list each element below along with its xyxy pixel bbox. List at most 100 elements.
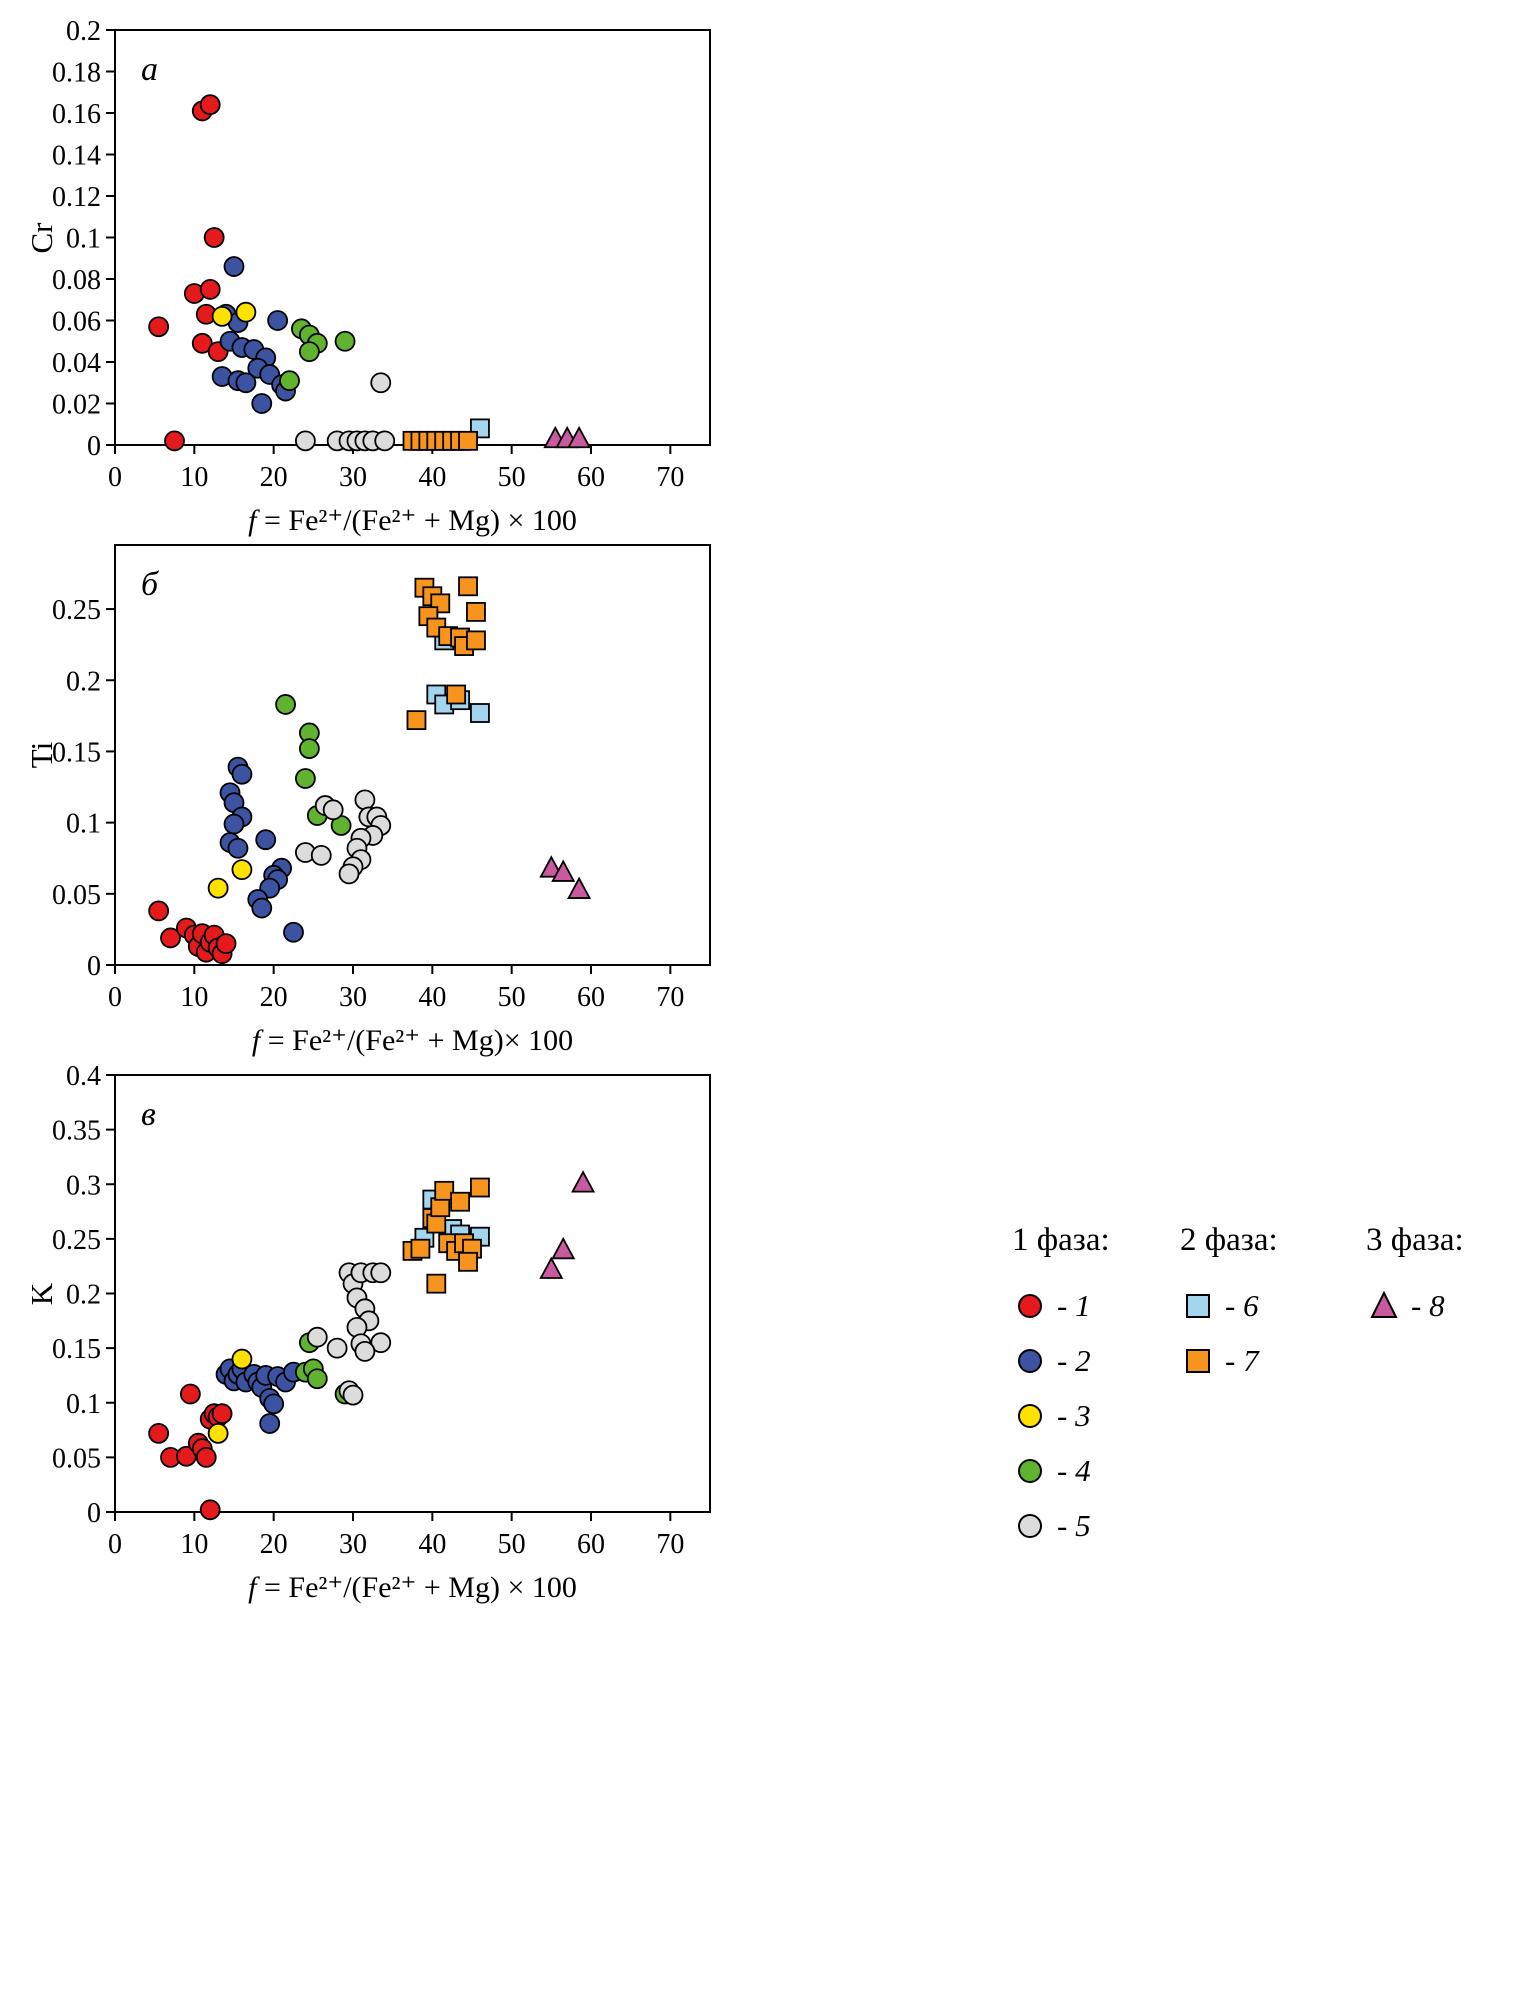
data-point-series-8 bbox=[539, 1256, 564, 1279]
x-axis-label-rest: = Fe²⁺/(Fe²⁺ + Mg)× 100 bbox=[260, 1024, 574, 1057]
y-tick-label: 0.18 bbox=[52, 58, 101, 89]
x-axis-label-rest: = Fe²⁺/(Fe²⁺ + Mg) × 100 bbox=[256, 1571, 577, 1604]
x-tick-label: 10 bbox=[180, 1529, 208, 1560]
data-point-series-3 bbox=[235, 301, 257, 323]
legend-item-2: - 2 bbox=[1012, 1333, 1180, 1388]
data-point-series-1 bbox=[199, 1499, 221, 1521]
y-tick-label: 0.1 bbox=[66, 224, 101, 255]
data-point-series-1 bbox=[148, 316, 170, 338]
data-point-series-5 bbox=[326, 1337, 348, 1359]
blue-circle-icon bbox=[1018, 1348, 1042, 1373]
legend-item-label: - 5 bbox=[1057, 1507, 1091, 1543]
chart-v-y-axis-label: K bbox=[24, 1282, 59, 1305]
y-tick-label: 0.25 bbox=[52, 595, 101, 626]
magenta-triangle bbox=[1370, 1290, 1398, 1318]
chart-b-plot: 0 10 20 30 40 50 60 70 0 0.05 0.1 0.15 0.2 0.25 б bbox=[52, 544, 711, 1013]
data-point-series-5 bbox=[310, 844, 332, 866]
yellow-circle-icon bbox=[1018, 1403, 1042, 1428]
data-point-series-3 bbox=[231, 1348, 253, 1370]
lightblue-square bbox=[1186, 1293, 1210, 1318]
legend-group-title: 3 фаза: bbox=[1366, 1222, 1464, 1258]
legend-group-3: 3 фаза: - 8 bbox=[1366, 1222, 1516, 1553]
y-tick-label: 0.16 bbox=[52, 99, 101, 130]
data-point-series-2 bbox=[259, 1413, 281, 1434]
x-tick-label: 70 bbox=[656, 1529, 684, 1560]
x-tick-label: 20 bbox=[260, 462, 288, 493]
y-tick-label: 0.05 bbox=[52, 880, 101, 911]
legend-group-title: 2 фаза: bbox=[1180, 1222, 1278, 1258]
data-point-series-7 bbox=[466, 602, 486, 622]
x-axis-label-f: f bbox=[248, 504, 257, 537]
data-point-series-4 bbox=[275, 694, 296, 715]
data-point-series-4 bbox=[334, 330, 356, 352]
data-point-series-2 bbox=[283, 921, 304, 943]
legend-group-2: 2 фаза: - 6 - 7 bbox=[1180, 1222, 1366, 1553]
legend-item-label: - 2 bbox=[1057, 1342, 1091, 1378]
x-tick-label: 60 bbox=[577, 1529, 605, 1560]
x-axis-label-f: f bbox=[251, 1024, 261, 1057]
data-point-series-2 bbox=[251, 897, 273, 919]
legend-item-4: - 4 bbox=[1012, 1443, 1180, 1498]
data-point-series-5 bbox=[342, 1384, 364, 1406]
y-tick-label: 0.08 bbox=[52, 265, 101, 296]
red-circle-icon bbox=[1018, 1293, 1042, 1318]
data-point-series-2 bbox=[223, 813, 245, 835]
data-point-series-5 bbox=[370, 1262, 392, 1284]
y-tick-label: 0.3 bbox=[66, 1170, 101, 1201]
data-point-series-7 bbox=[458, 430, 478, 451]
red-circle bbox=[1018, 1293, 1042, 1318]
y-tick-label: 0.2 bbox=[66, 16, 101, 47]
green-circle bbox=[1018, 1458, 1042, 1483]
legend-item-7: - 7 bbox=[1180, 1333, 1366, 1388]
y-tick-label: 0 bbox=[87, 951, 101, 982]
data-point-series-1 bbox=[160, 927, 181, 949]
data-point-series-1 bbox=[195, 1446, 217, 1468]
y-tick-label: 0.06 bbox=[52, 307, 101, 338]
data-point-series-1 bbox=[164, 430, 185, 452]
y-tick-label: 0.15 bbox=[52, 1334, 101, 1365]
data-point-series-7 bbox=[426, 1273, 447, 1294]
data-point-series-8 bbox=[539, 855, 564, 878]
lightblue-square-icon bbox=[1186, 1293, 1210, 1318]
data-point-series-5 bbox=[354, 1341, 376, 1362]
data-point-series-7 bbox=[410, 1238, 431, 1259]
green-circle-icon bbox=[1018, 1458, 1042, 1483]
data-point-series-2 bbox=[251, 393, 273, 414]
x-tick-label: 40 bbox=[418, 982, 446, 1013]
chart-v: K 0 10 20 30 40 50 60 70 0 0.05 0.1 0.15 0.2 0.25 0.3 0… bbox=[20, 1055, 740, 1604]
data-point-series-2 bbox=[235, 372, 257, 394]
data-point-series-7 bbox=[458, 1251, 478, 1272]
chart-b-x-axis-label: f = Fe²⁺/(Fe²⁺ + Mg)× 100 bbox=[252, 1023, 573, 1058]
data-point-series-4 bbox=[298, 341, 320, 363]
legend-item-6: - 6 bbox=[1180, 1278, 1366, 1333]
data-point-series-3 bbox=[207, 1422, 229, 1444]
data-point-series-4 bbox=[279, 370, 300, 392]
x-tick-label: 0 bbox=[108, 462, 122, 493]
y-tick-label: 0.14 bbox=[52, 141, 101, 172]
orange-square bbox=[1186, 1348, 1210, 1373]
x-tick-label: 70 bbox=[656, 462, 684, 493]
data-point-series-6 bbox=[470, 703, 490, 723]
y-tick-label: 0.15 bbox=[52, 737, 101, 768]
data-point-series-8 bbox=[551, 1236, 576, 1260]
chart-a-y-axis-label: Cr bbox=[24, 222, 59, 253]
x-axis-label-f: f bbox=[248, 1571, 257, 1604]
data-point-series-1 bbox=[179, 1383, 201, 1405]
y-tick-label: 0.4 bbox=[66, 1061, 101, 1092]
plot-letter: б bbox=[141, 566, 160, 603]
data-point-series-7 bbox=[406, 710, 427, 731]
x-tick-label: 10 bbox=[180, 462, 208, 493]
x-tick-label: 30 bbox=[339, 462, 367, 493]
yellow-circle bbox=[1018, 1403, 1042, 1428]
chart-a-plot: 0 10 20 30 40 50 60 70 0 0.02 0.04 0.06 0.08 0.1 0.12 0… bbox=[52, 16, 711, 493]
legend-group-1: 1 фаза: - 1 - 2 - 3 - 4 - 5 bbox=[1012, 1222, 1180, 1553]
chart-v-x-axis-label: f = Fe²⁺/(Fe²⁺ + Mg) × 100 bbox=[248, 1570, 577, 1605]
data-point-series-2 bbox=[255, 829, 277, 851]
x-tick-label: 50 bbox=[498, 982, 526, 1013]
plot-frame bbox=[114, 544, 711, 966]
data-point-series-7 bbox=[450, 1191, 471, 1212]
legend-item-label: - 7 bbox=[1225, 1342, 1259, 1378]
chart-a: Cr 0 10 20 30 40 50 60 70 0 0.02 0.04 0.06 0.08 0.1 0.… bbox=[20, 10, 740, 537]
legend-item-label: - 4 bbox=[1057, 1452, 1091, 1488]
x-tick-label: 30 bbox=[339, 1529, 367, 1560]
